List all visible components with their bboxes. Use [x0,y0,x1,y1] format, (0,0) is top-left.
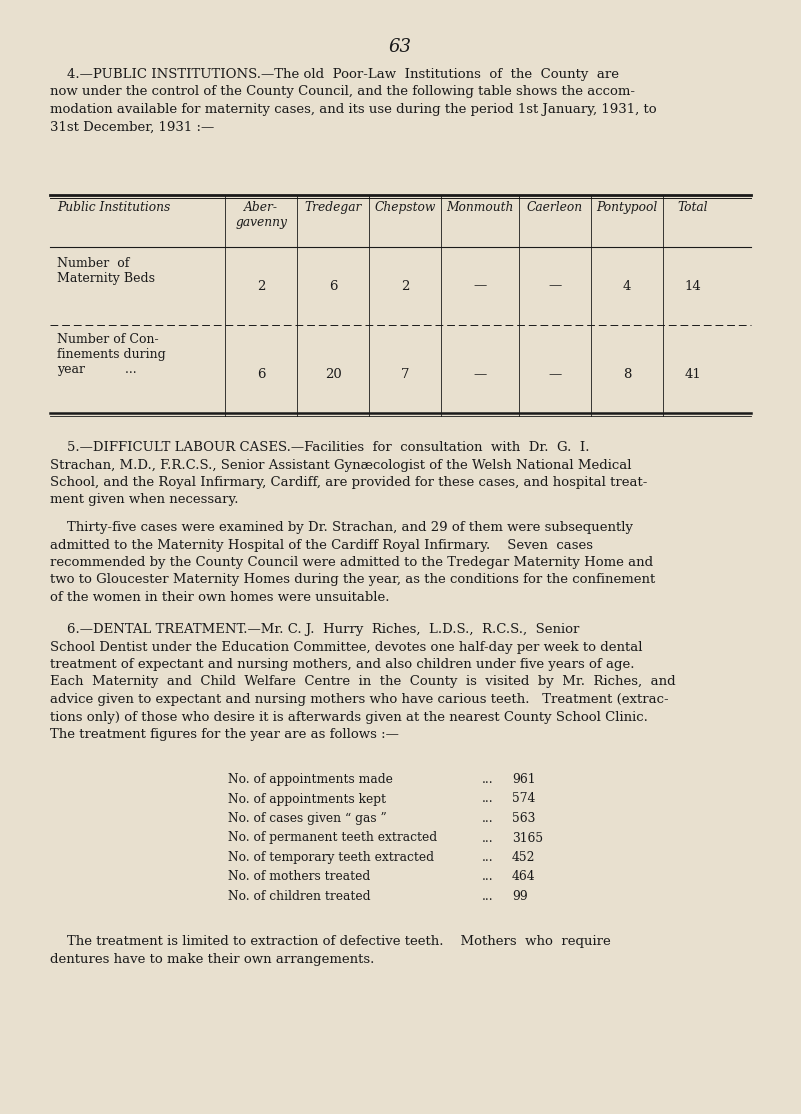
Text: 7: 7 [400,369,409,381]
Text: Number of Con-
finements during
year          ...: Number of Con- finements during year ... [57,333,166,377]
Text: No. of children treated: No. of children treated [228,890,371,903]
Text: ...: ... [482,890,493,903]
Text: ...: ... [482,773,493,786]
Text: 5.—DIFFICULT LABOUR CASES.—Facilities  for  consultation  with  Dr.  G.  I.
Stra: 5.—DIFFICULT LABOUR CASES.—Facilities fo… [50,441,647,507]
Text: No. of mothers treated: No. of mothers treated [228,870,370,883]
Text: —: — [473,280,487,293]
Text: No. of appointments made: No. of appointments made [228,773,392,786]
Text: —: — [549,280,562,293]
Text: 6: 6 [257,369,265,381]
Text: 4.—PUBLIC INSTITUTIONS.—The old  Poor-Law  Institutions  of  the  County  are
no: 4.—PUBLIC INSTITUTIONS.—The old Poor-Law… [50,68,657,134]
Text: 41: 41 [685,369,702,381]
Text: Pontypool: Pontypool [597,201,658,214]
Text: 8: 8 [623,369,631,381]
Text: 63: 63 [388,38,412,56]
Text: 6: 6 [328,280,337,293]
Text: 2: 2 [257,280,265,293]
Text: Tredegar: Tredegar [304,201,362,214]
Text: ...: ... [482,831,493,844]
Text: No. of permanent teeth extracted: No. of permanent teeth extracted [228,831,437,844]
Text: 452: 452 [512,851,536,864]
Text: Thirty-five cases were examined by Dr. Strachan, and 29 of them were subsequentl: Thirty-five cases were examined by Dr. S… [50,521,655,604]
Text: Total: Total [678,201,708,214]
Text: 20: 20 [324,369,341,381]
Text: 961: 961 [512,773,536,786]
Text: No. of temporary teeth extracted: No. of temporary teeth extracted [228,851,434,864]
Text: 6.—DENTAL TREATMENT.—Mr. C. J.  Hurry  Riches,  L.D.S.,  R.C.S.,  Senior
School : 6.—DENTAL TREATMENT.—Mr. C. J. Hurry Ric… [50,623,675,741]
Text: 3165: 3165 [512,831,543,844]
Text: 574: 574 [512,792,535,805]
Text: ...: ... [482,870,493,883]
Text: 99: 99 [512,890,528,903]
Text: Monmouth: Monmouth [446,201,513,214]
Text: 2: 2 [400,280,409,293]
Text: No. of appointments kept: No. of appointments kept [228,792,386,805]
Text: The treatment is limited to extraction of defective teeth.    Mothers  who  requ: The treatment is limited to extraction o… [50,936,610,966]
Text: No. of cases given “ gas ”: No. of cases given “ gas ” [228,812,387,825]
Text: ...: ... [482,812,493,825]
Text: 464: 464 [512,870,536,883]
Text: Chepstow: Chepstow [374,201,436,214]
Text: —: — [549,369,562,381]
Text: Aber-
gavenny: Aber- gavenny [235,201,287,229]
Text: 14: 14 [685,280,702,293]
Text: Number  of
Maternity Beds: Number of Maternity Beds [57,257,155,285]
Text: ...: ... [482,792,493,805]
Text: 4: 4 [623,280,631,293]
Text: Public Institutions: Public Institutions [57,201,171,214]
Text: Caerleon: Caerleon [527,201,583,214]
Text: —: — [473,369,487,381]
Text: ...: ... [482,851,493,864]
Text: 563: 563 [512,812,535,825]
